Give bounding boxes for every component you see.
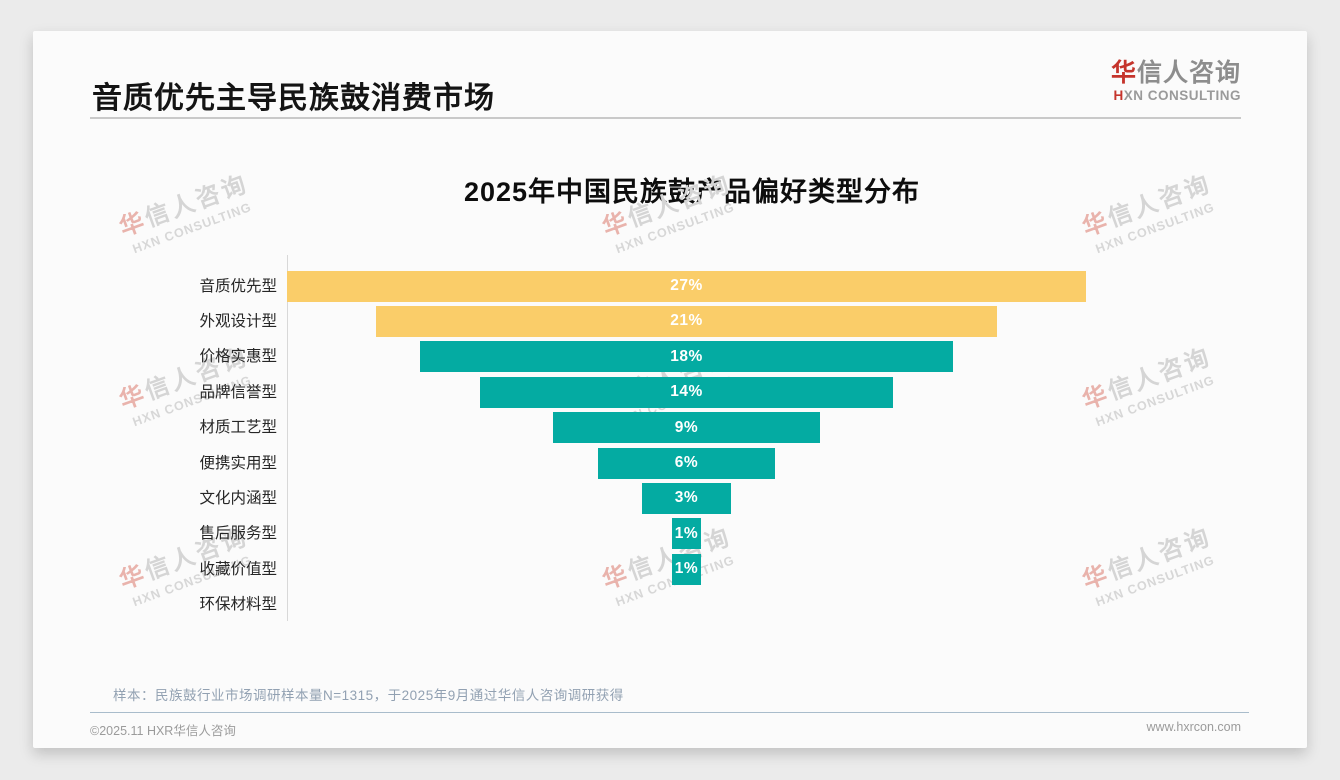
bar-value-label: 18% xyxy=(670,347,703,365)
bar: 27% xyxy=(287,270,1086,302)
category-label: 便携实用型 xyxy=(199,454,277,472)
bar: 1% xyxy=(671,553,702,585)
bar-value-label: 3% xyxy=(674,489,699,507)
footer-copyright: ©2025.11 HXR华信人咨询 xyxy=(90,724,236,738)
bar: 9% xyxy=(553,412,820,444)
footer-website: www.hxrcon.com xyxy=(1146,720,1241,734)
plot-area: 音质优先型 27% 外观设计型 21% 价格实惠型 18% 品牌信誉型 14% 材质工艺型 9% 便… xyxy=(33,31,1307,748)
bar-value-label: 27% xyxy=(670,277,703,294)
category-label: 环保材料型 xyxy=(199,596,277,614)
company-logo: 华信人咨询 HXN CONSULTING xyxy=(1111,58,1241,104)
bar-value-label: 9% xyxy=(674,418,699,436)
chart-title: 2025年中国民族鼓产品偏好类型分布 xyxy=(463,177,921,207)
logo-cn-text: 华信人咨询 xyxy=(1111,58,1241,88)
category-label: 音质优先型 xyxy=(199,277,277,295)
logo-en-rest: XN CONSULTING xyxy=(1123,88,1241,103)
category-label: 价格实惠型 xyxy=(199,348,277,366)
bar-value-label: 1% xyxy=(674,560,699,578)
report-card: 华信人咨询 HXN CONSULTING 华信人咨询 HXN CONSULTING 华信… xyxy=(33,31,1307,748)
bar: 1% xyxy=(671,518,702,550)
footer-divider xyxy=(90,712,1249,713)
bar: 3% xyxy=(642,482,731,514)
bar: 18% xyxy=(420,341,953,373)
logo-en-text: HXN CONSULTING xyxy=(1111,88,1241,104)
bar-value-label: 6% xyxy=(674,454,699,471)
category-label: 文化内涵型 xyxy=(199,489,277,507)
y-axis-line xyxy=(287,255,288,621)
bar-value-label: 14% xyxy=(670,383,703,401)
page-title: 音质优先主导民族鼓消费市场 xyxy=(92,82,495,115)
logo-cn-rest: 信人咨询 xyxy=(1136,59,1241,87)
category-label: 收藏价值型 xyxy=(199,560,277,578)
bar-value-label: 1% xyxy=(674,524,699,542)
bar-value-label: 21% xyxy=(670,312,703,330)
header-divider xyxy=(90,117,1241,119)
category-label: 材质工艺型 xyxy=(199,419,277,437)
category-label: 售后服务型 xyxy=(199,525,277,543)
sample-note: 样本：民族鼓行业市场调研样本量N=1315，于2025年9月通过华信人咨询调研获… xyxy=(113,688,624,703)
category-label: 外观设计型 xyxy=(199,312,277,330)
bar: 14% xyxy=(479,376,894,408)
bar: 21% xyxy=(376,305,997,337)
logo-en-accent: H xyxy=(1113,88,1124,103)
category-label: 品牌信誉型 xyxy=(199,383,277,401)
bar: 6% xyxy=(597,447,776,479)
logo-cn-accent: 华 xyxy=(1110,59,1137,87)
